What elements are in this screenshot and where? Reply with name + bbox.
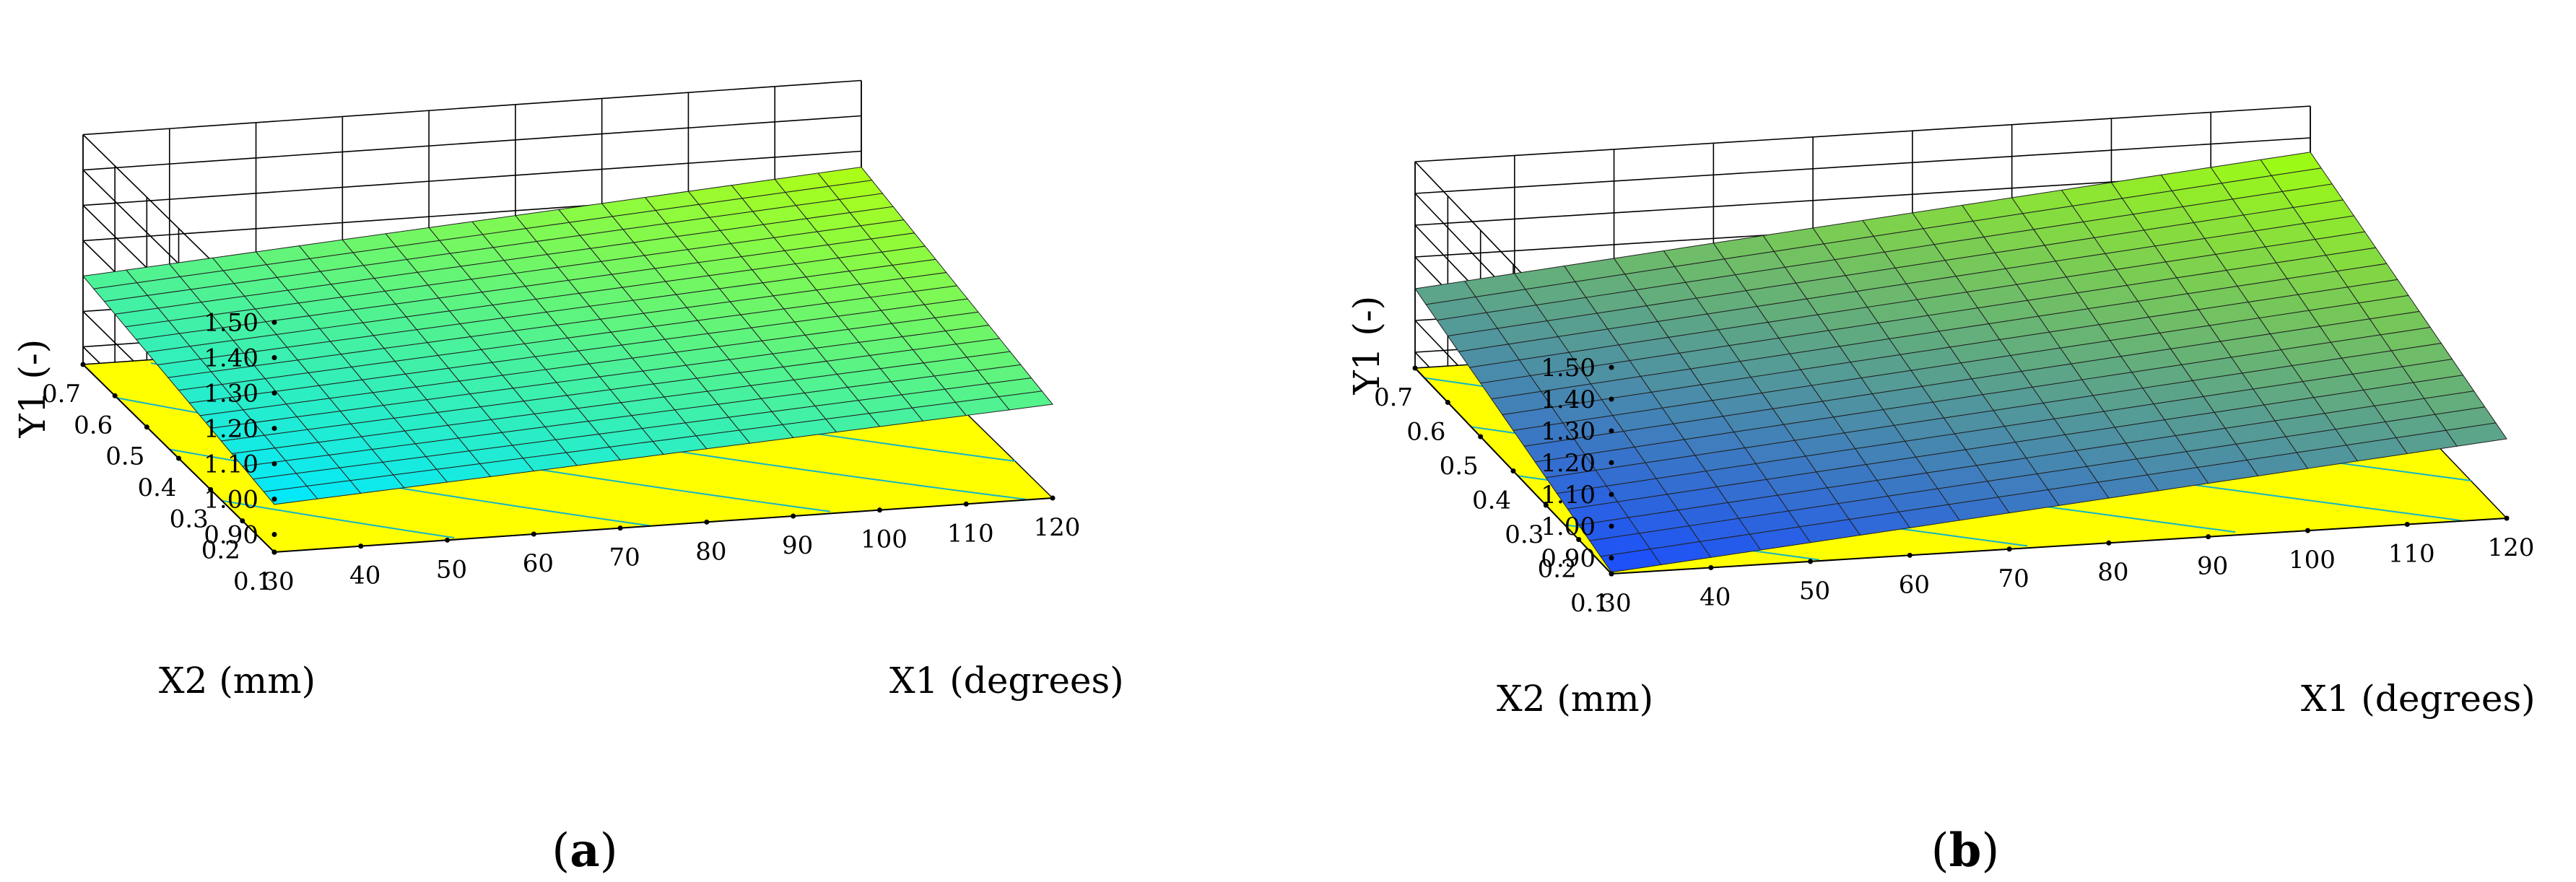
- panel-caption-b: (b): [1931, 824, 2000, 878]
- x-tick-label: 60: [1899, 570, 1930, 599]
- z-tick-mark: [1609, 460, 1614, 466]
- x-tick-label: 50: [436, 555, 467, 584]
- z-tick-mark: [271, 320, 277, 325]
- x-tick-label: 120: [1034, 513, 1081, 542]
- y-axis-line: [82, 364, 275, 553]
- grid-line: [82, 79, 862, 136]
- z-tick-label: 1.50: [204, 309, 258, 338]
- z-tick-label: 1.20: [1541, 449, 1596, 478]
- x-tick-label: 110: [2388, 540, 2435, 569]
- x-tick-label: 110: [947, 519, 994, 548]
- x-tick-label: 70: [1998, 564, 2029, 593]
- x-tick-label: 30: [1600, 589, 1631, 618]
- z-tick-label: 1.40: [204, 344, 258, 373]
- x-tick-label: 90: [2197, 552, 2228, 581]
- z-tick-label: 0.90: [1541, 544, 1596, 573]
- z-tick-mark: [271, 426, 277, 431]
- z-tick-label: 1.10: [204, 450, 258, 479]
- z-tick-mark: [1609, 492, 1614, 497]
- y-tick-label: 0.6: [74, 411, 113, 440]
- z-tick-label: 1.30: [1541, 417, 1596, 446]
- z-axis-title: Y1 (-): [12, 339, 53, 439]
- surface-cell: [998, 390, 1053, 411]
- grid-line: [1414, 105, 2311, 162]
- z-tick-mark: [271, 532, 277, 537]
- y-tick-label: 0.2: [1538, 555, 1577, 584]
- x2-axis-title: X2 (mm): [1497, 678, 1653, 720]
- y-tick-label: 0.7: [1374, 383, 1413, 412]
- z-tick-label: 1.30: [204, 380, 258, 409]
- z-tick-mark: [271, 461, 277, 466]
- x-tick-label: 100: [861, 525, 908, 554]
- z-tick-label: 1.00: [1541, 512, 1596, 541]
- y-axis-line: [1414, 367, 1612, 575]
- z-tick-label: 1.40: [1541, 385, 1596, 414]
- z-tick-mark: [1609, 364, 1614, 370]
- y-tick-label: 0.3: [1505, 520, 1544, 549]
- grid-line: [82, 150, 862, 206]
- z-tick-label: 0.90: [204, 521, 258, 550]
- x-tick-label: 40: [349, 562, 380, 590]
- x-tick-label: 60: [523, 549, 554, 578]
- y-tick-label: 0.6: [1406, 418, 1445, 447]
- z-axis-title: Y1 (-): [1346, 296, 1388, 396]
- x-axis-line: [274, 497, 1053, 553]
- x-tick-label: 90: [782, 531, 813, 560]
- z-tick-label: 1.50: [1541, 354, 1596, 383]
- y-tick-label: 0.7: [42, 380, 81, 409]
- y-tick-label: 0.1: [1570, 589, 1609, 618]
- z-tick-mark: [1609, 396, 1614, 402]
- y-tick-label: 0.3: [170, 505, 209, 533]
- grid-line: [82, 115, 862, 171]
- x-tick-label: 80: [2097, 558, 2128, 587]
- x1-axis-title: X1 (degrees): [2301, 678, 2536, 720]
- z-tick-label: 1.20: [204, 415, 258, 444]
- x-tick-label: 100: [2289, 546, 2336, 575]
- z-tick-mark: [1609, 523, 1614, 529]
- z-tick-mark: [271, 390, 277, 396]
- x-tick-label: 120: [2488, 533, 2535, 562]
- contour-line: [222, 499, 455, 538]
- x-tick-label: 80: [695, 537, 726, 566]
- z-tick-mark: [271, 497, 277, 502]
- x-tick-label: 40: [1700, 582, 1731, 611]
- y-tick-label: 0.1: [233, 567, 272, 596]
- x2-axis-title: X2 (mm): [159, 660, 316, 702]
- z-tick-mark: [1609, 555, 1614, 561]
- y-tick-label: 0.5: [1440, 452, 1479, 481]
- y-tick-label: 0.2: [201, 536, 240, 565]
- panel-caption-a: (a): [552, 824, 617, 878]
- y-tick-label: 0.5: [105, 442, 144, 471]
- z-tick-mark: [271, 355, 277, 360]
- grid-line: [1414, 137, 2311, 194]
- surface-plot-b: 0.90 1.001.10 1.20 1.30 1.401.50 30 40 50 60 70 80…: [1346, 105, 2536, 878]
- x1-axis-title: X1 (degrees): [889, 660, 1124, 702]
- x-tick-label: 50: [1799, 577, 1830, 606]
- x-axis-line: [1611, 518, 2507, 575]
- z-tick-label: 1.10: [1541, 481, 1596, 510]
- y-tick-label: 0.4: [137, 473, 176, 502]
- z-tick-mark: [1609, 428, 1614, 434]
- x-tick-label: 70: [609, 543, 640, 572]
- surface-cell: [2445, 422, 2507, 447]
- y-tick-label: 0.4: [1472, 486, 1511, 515]
- x-tick-label: 30: [263, 567, 294, 596]
